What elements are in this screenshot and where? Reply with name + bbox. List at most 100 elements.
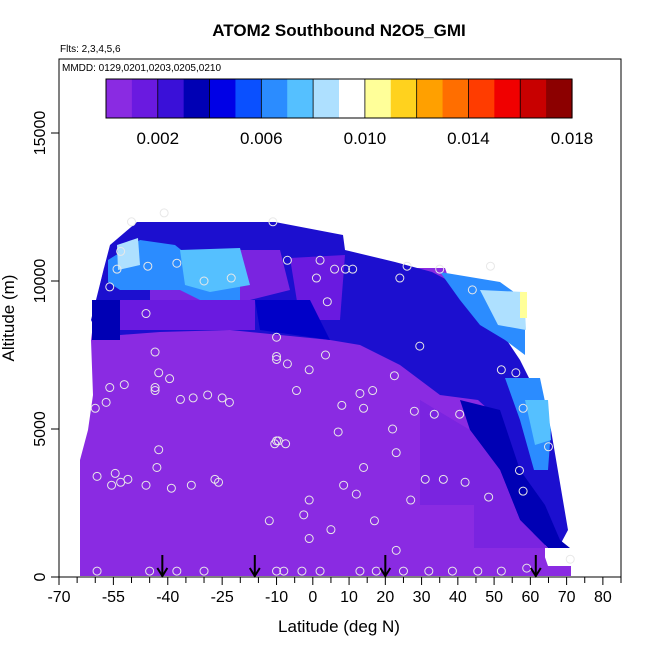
flight-sample-point (105, 282, 115, 292)
colorbar-swatch (442, 79, 470, 118)
field-cyan-left-2 (117, 238, 140, 270)
flight-sample-point (272, 566, 282, 576)
flight-sample-point (565, 554, 575, 564)
flight-sample-point (455, 409, 465, 419)
flight-sample-point (320, 350, 330, 360)
flight-sample-point (299, 510, 309, 520)
colorbar-swatch (157, 79, 185, 118)
flight-sample-point (438, 474, 448, 484)
flight-sample-point (107, 480, 117, 490)
colorbar-swatch (494, 79, 521, 118)
flight-sample-point (297, 566, 307, 576)
flight-arrow-head (529, 567, 542, 578)
x-tick-label: 50 (485, 589, 503, 606)
flight-sample-point (351, 489, 361, 499)
chart-subtitle-flights: Flts: 2,3,4,5,6 (60, 44, 121, 55)
flight-sample-point (435, 264, 445, 274)
flight-sample-point (92, 471, 102, 481)
flight-sample-point (355, 388, 365, 398)
flight-sample-point (199, 566, 209, 576)
flight-sample-point (415, 341, 425, 351)
x-tick-label: -70 (47, 589, 70, 606)
colorbar-swatch (390, 79, 418, 118)
field-cyan-descent-2 (525, 400, 551, 445)
colorbar-swatch (416, 79, 444, 118)
flight-sample-point (145, 566, 155, 576)
flight-sample-point (203, 390, 213, 400)
chart-title: ATOM2 Southbound N2O5_GMI (212, 21, 465, 40)
flight-sample-point (166, 483, 176, 493)
flight-arrow-head (379, 567, 392, 578)
x-tick-label: -10 (265, 589, 288, 606)
flight-sample-point (424, 566, 434, 576)
flight-sample-point (282, 255, 292, 265)
flight-sample-point (371, 566, 381, 576)
colorbar-swatch (261, 79, 288, 118)
flight-sample-point (150, 386, 160, 396)
flight-sample-point (116, 246, 126, 256)
flight-sample-point (224, 397, 234, 407)
flight-sample-point (543, 442, 553, 452)
colorbar-swatch (339, 79, 366, 118)
flight-sample-point (339, 480, 349, 490)
flight-sample-point (518, 403, 528, 413)
field-mid-blue (92, 300, 120, 340)
field-cyan-center (180, 248, 250, 292)
plot-frame (58, 58, 622, 578)
x-tick-label: -25 (211, 589, 234, 606)
flight-sample-point (388, 424, 398, 434)
flight-sample-point (279, 566, 289, 576)
flight-sample-point (473, 566, 483, 576)
flight-sample-point (217, 393, 227, 403)
colorbar-swatch (364, 79, 392, 118)
colorbar-frame (105, 78, 573, 119)
x-tick-label: 10 (340, 589, 358, 606)
y-tick-label: 10000 (32, 259, 49, 304)
flight-sample-point (272, 332, 282, 342)
x-axis-label: Latitude (deg N) (278, 617, 400, 636)
flight-sample-point (348, 264, 358, 274)
flight-sample-point (214, 477, 224, 487)
y-axis: 0 5000 10000 15000 (32, 111, 59, 581)
flight-sample-point (359, 403, 369, 413)
flight-sample-point (123, 474, 133, 484)
y-tick-label: 0 (32, 572, 49, 581)
flight-sample-point (291, 386, 301, 396)
colorbar-swatch (313, 79, 340, 118)
colorbar-tick-label: 0.014 (447, 129, 490, 148)
flight-sample-point (199, 276, 209, 286)
colorbar-swatch (468, 79, 495, 118)
colorbar-swatch (235, 79, 262, 118)
flight-sample-point (172, 258, 182, 268)
flight-sample-point (315, 566, 325, 576)
colorbar-tick-label: 0.010 (344, 129, 387, 148)
flight-sample-point (159, 208, 169, 218)
colorbar-swatch (106, 79, 133, 118)
x-tick-label: -40 (156, 589, 179, 606)
flight-sample-point (272, 354, 282, 364)
colorbar-tick-label: 0.018 (551, 129, 594, 148)
flight-sample-point (398, 566, 408, 576)
x-tick-label: 70 (558, 589, 576, 606)
flight-sample-point (420, 474, 430, 484)
flight-sample-point (270, 439, 280, 449)
flight-points (90, 208, 575, 576)
flight-sample-point (409, 406, 419, 416)
colorbar-tick-label: 0.002 (137, 129, 180, 148)
x-tick-label: -55 (102, 589, 125, 606)
x-tick-label: 40 (449, 589, 467, 606)
flight-sample-point (330, 264, 340, 274)
flight-sample-point (406, 495, 416, 505)
flight-sample-point (272, 351, 282, 361)
flight-sample-point (368, 386, 378, 396)
flight-sample-point (355, 566, 365, 576)
curtain-field (80, 222, 571, 576)
flight-sample-point (281, 439, 291, 449)
flight-sample-point (315, 255, 325, 265)
colorbar-swatch (520, 79, 547, 118)
flight-sample-point (395, 273, 405, 283)
flight-sample-point (150, 347, 160, 357)
flight-sample-point (391, 545, 401, 555)
field-dark-descent (460, 400, 570, 548)
